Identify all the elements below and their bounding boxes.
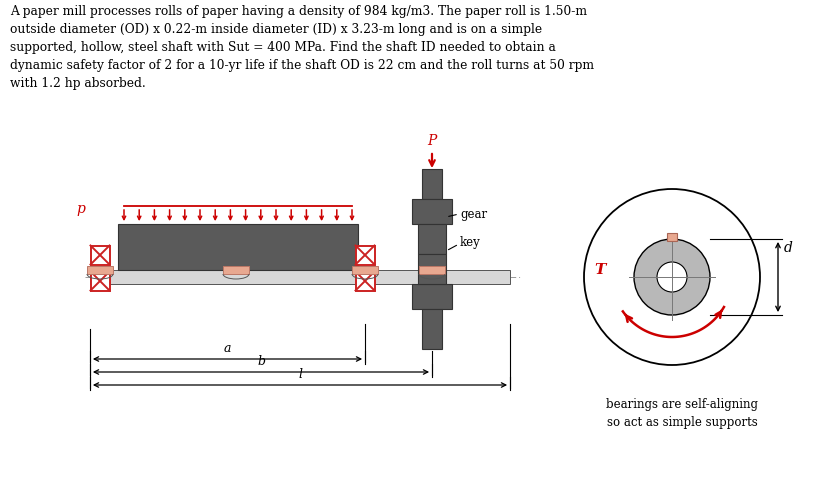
- Bar: [87, 266, 113, 274]
- Text: P: P: [428, 134, 437, 148]
- Bar: [355, 246, 375, 265]
- Text: l: l: [298, 367, 302, 380]
- Bar: [422, 309, 442, 349]
- Bar: [422, 170, 442, 200]
- Bar: [412, 200, 452, 224]
- Text: bearings are self-aligning
so act as simple supports: bearings are self-aligning so act as sim…: [606, 397, 758, 428]
- Text: a: a: [224, 341, 231, 354]
- Text: T: T: [594, 263, 606, 276]
- Text: A paper mill processes rolls of paper having a density of 984 kg/m3. The paper r: A paper mill processes rolls of paper ha…: [10, 5, 594, 90]
- Bar: [118, 224, 358, 270]
- Bar: [90, 270, 510, 285]
- Bar: [419, 266, 445, 274]
- Circle shape: [634, 240, 710, 315]
- Bar: [667, 234, 677, 242]
- Text: b: b: [257, 354, 265, 367]
- Bar: [90, 272, 110, 291]
- Bar: [223, 266, 249, 274]
- Text: d: d: [784, 241, 793, 254]
- Bar: [90, 246, 110, 265]
- Bar: [352, 266, 378, 274]
- Circle shape: [657, 263, 687, 292]
- Bar: [355, 272, 375, 291]
- Bar: [418, 254, 446, 285]
- Text: p: p: [76, 202, 85, 216]
- Bar: [412, 285, 452, 309]
- Text: key: key: [460, 236, 480, 249]
- Bar: [418, 224, 446, 254]
- Text: gear: gear: [460, 208, 487, 221]
